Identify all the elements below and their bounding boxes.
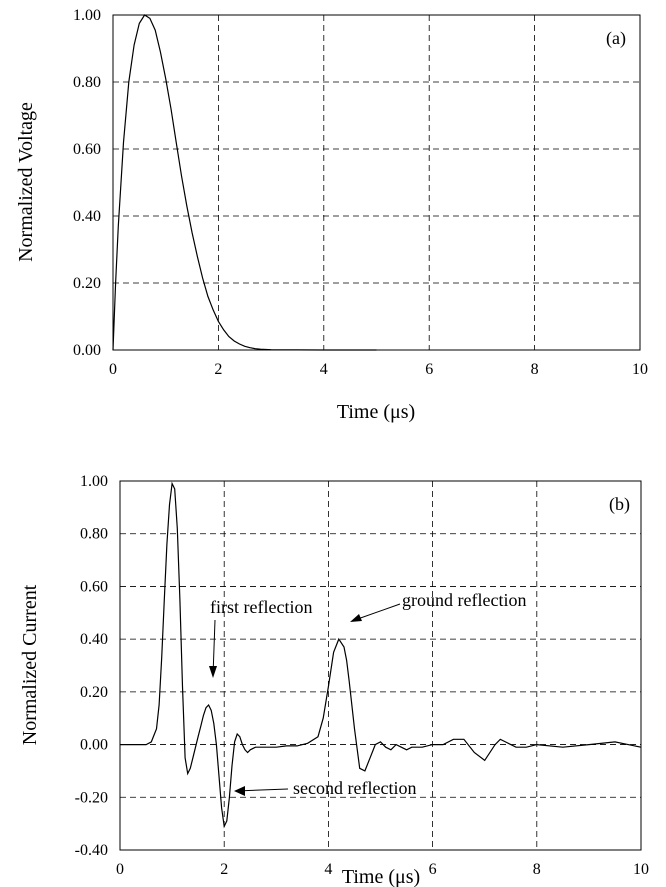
voltage-x-tick-label: 6 <box>425 361 433 378</box>
voltage-y-axis-label: Normalized Voltage <box>15 102 37 262</box>
voltage-y-tick-label: 1.00 <box>73 7 101 24</box>
current-y-tick-label: 1.00 <box>80 473 108 490</box>
voltage-y-tick-label: 0.60 <box>73 141 101 158</box>
voltage-plot-frame <box>112 14 641 351</box>
current-x-tick-label: 4 <box>324 861 332 878</box>
current-x-tick-label: 10 <box>633 861 649 878</box>
annotation-ground-reflection: ground reflection <box>350 590 526 622</box>
voltage-y-tick-label: 0.20 <box>73 275 101 292</box>
voltage-x-tick-label: 10 <box>632 361 648 378</box>
current-x-tick-label: 6 <box>429 861 437 878</box>
annotation-second-reflection-arrowhead <box>234 786 245 796</box>
voltage-y-tick-label: 0.00 <box>73 342 101 359</box>
voltage-panel-label: (a) <box>606 28 626 49</box>
voltage-series-line <box>112 14 377 351</box>
current-y-tick-label: -0.40 <box>75 842 108 859</box>
annotation-second-reflection-text: second reflection <box>293 778 416 798</box>
annotation-ground-reflection-text: ground reflection <box>402 590 526 610</box>
voltage-y-tick-label: 0.40 <box>73 208 101 225</box>
current-panel-label: (b) <box>609 494 630 515</box>
annotation-first-reflection-arrowhead <box>209 666 217 678</box>
voltage-chart: 0 2 4 6 8 10 0.00 0.20 0.40 0.60 0.80 1.00 (a) Time… <box>15 7 648 423</box>
voltage-x-tick-label: 2 <box>214 361 222 378</box>
voltage-x-tick-label: 8 <box>531 361 539 378</box>
annotation-second-reflection: second reflection <box>234 778 416 798</box>
voltage-y-tick-label: 0.80 <box>73 74 101 91</box>
current-y-tick-label: 0.00 <box>80 737 108 754</box>
annotation-first-reflection: first reflection <box>209 597 312 678</box>
current-y-tick-label: 0.60 <box>80 578 108 595</box>
voltage-x-tick-label: 4 <box>320 361 328 378</box>
annotation-first-reflection-text: first reflection <box>210 597 312 617</box>
current-y-tick-label: 0.40 <box>80 631 108 648</box>
current-ticks: 0 2 4 6 8 10 -0.40 -0.20 0.00 0.20 0.40 0.60 0.80 1.0… <box>75 473 649 878</box>
current-y-tick-label: -0.20 <box>75 789 108 806</box>
current-y-tick-label: 0.20 <box>80 684 108 701</box>
current-chart: 0 2 4 6 8 10 -0.40 -0.20 0.00 0.20 0.40 0.60 0.80 1.0… <box>19 473 649 887</box>
current-series-line <box>120 481 642 829</box>
voltage-ticks: 0 2 4 6 8 10 0.00 0.20 0.40 0.60 0.80 1.00 <box>73 7 648 378</box>
current-plot-frame <box>119 480 642 851</box>
current-x-tick-label: 8 <box>533 861 541 878</box>
voltage-x-tick-label: 0 <box>109 361 117 378</box>
current-x-tick-label: 2 <box>220 861 228 878</box>
current-y-tick-label: 0.80 <box>80 526 108 543</box>
current-y-axis-label: Normalized Current <box>19 584 41 745</box>
current-grid <box>120 481 641 850</box>
current-x-tick-label: 0 <box>116 861 124 878</box>
current-x-axis-label: Time (μs) <box>342 866 420 887</box>
annotation-ground-reflection-arrowhead <box>350 614 362 622</box>
voltage-x-axis-label: Time (μs) <box>337 401 415 423</box>
voltage-grid <box>113 15 640 350</box>
